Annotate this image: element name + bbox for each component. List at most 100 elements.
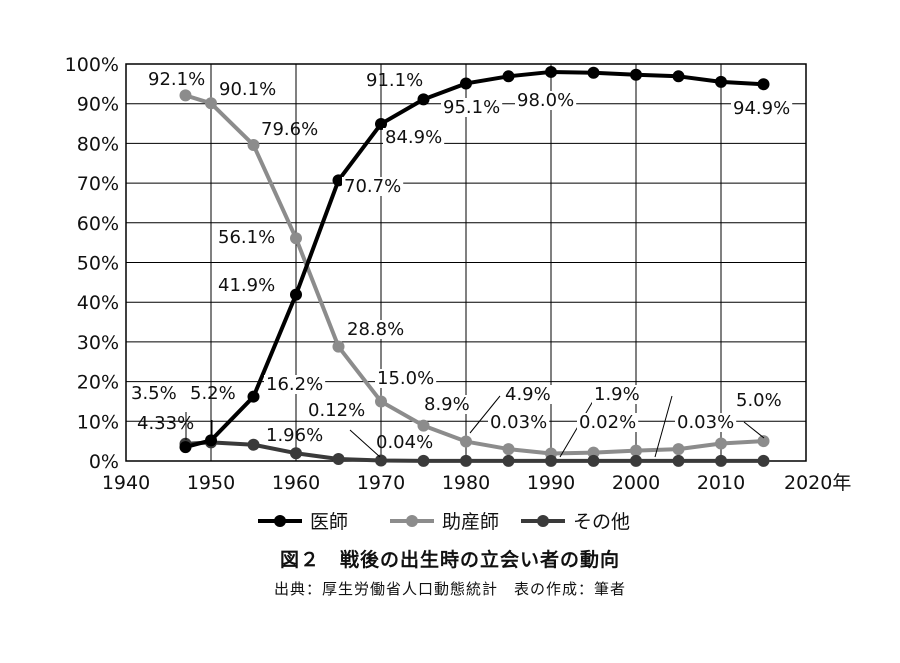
data-label: 0.03% (677, 412, 734, 433)
legend-marker (406, 515, 418, 527)
data-label: 70.7% (344, 176, 401, 197)
data-point (502, 70, 515, 83)
legend-label: 医師 (310, 511, 348, 533)
legend-label: 助産師 (442, 511, 499, 533)
legend-label: その他 (573, 511, 630, 533)
x-tick-label: 1990 (527, 472, 575, 494)
data-point (290, 447, 302, 460)
y-tick-label: 30% (77, 332, 119, 354)
data-point (290, 288, 302, 301)
data-label: 16.2% (266, 374, 323, 395)
data-label-background (675, 413, 737, 432)
data-label: 98.0% (517, 90, 574, 111)
data-label-background (383, 128, 445, 147)
chart-legend: 医師 助産師 その他 (258, 511, 630, 533)
data-label: 84.9% (385, 127, 442, 148)
data-label-background (422, 395, 472, 414)
x-tick-label: 2020年 (784, 472, 851, 494)
annotation-leader-line (469, 395, 501, 434)
data-label: 90.1% (219, 79, 276, 100)
data-label: 56.1% (218, 227, 275, 248)
data-label-background (264, 375, 326, 394)
data-point (630, 68, 642, 81)
y-tick-label: 100% (65, 54, 119, 76)
data-point (672, 70, 685, 83)
data-label-background (515, 91, 577, 110)
data-point (417, 93, 430, 106)
data-label-background (441, 98, 503, 117)
data-label: 8.9% (424, 394, 470, 415)
data-point (417, 419, 430, 432)
data-point (545, 454, 557, 467)
data-label: 92.1% (148, 69, 205, 90)
data-point (587, 446, 600, 459)
annotation-leader-line (654, 395, 673, 458)
data-label: 15.0% (377, 368, 434, 389)
x-tick-label: 1960 (272, 472, 320, 494)
x-tick-label: 2010 (697, 472, 745, 494)
x-tick-label: 1940 (102, 472, 150, 494)
data-label: 5.2% (190, 383, 236, 404)
data-point (630, 444, 642, 457)
y-tick-label: 20% (77, 372, 119, 394)
data-label: 95.1% (443, 97, 500, 118)
data-point (460, 77, 472, 90)
x-tick-label: 2000 (612, 472, 660, 494)
data-point (630, 454, 642, 467)
chart-series (179, 65, 770, 467)
data-point (375, 395, 387, 408)
y-tick-label: 10% (77, 411, 119, 433)
annotation-leader-line (349, 429, 381, 458)
data-label: 1.9% (594, 384, 640, 405)
data-label-background (345, 320, 407, 339)
y-tick-label: 70% (77, 173, 119, 195)
data-point (672, 454, 685, 467)
y-tick-label: 60% (77, 213, 119, 235)
data-label-background (592, 385, 642, 404)
data-label-background (342, 177, 404, 196)
chart-title: 図２ 戦後の出生時の立会い者の動向 (279, 549, 620, 571)
data-label: 3.5% (131, 383, 177, 404)
data-point (179, 441, 192, 454)
data-point (757, 78, 770, 91)
y-tick-label: 0% (89, 451, 119, 473)
data-point (715, 437, 727, 450)
data-label: 0.12% (308, 400, 365, 421)
data-label-background (488, 413, 550, 432)
data-label: 28.8% (347, 319, 404, 340)
legend-marker (274, 515, 286, 527)
data-label-background (217, 80, 279, 99)
data-point (587, 454, 600, 467)
data-point (672, 443, 685, 456)
data-label-background (503, 385, 553, 404)
y-tick-label: 90% (77, 94, 119, 116)
data-label: 94.9% (733, 98, 790, 119)
data-point (460, 454, 472, 467)
data-point (587, 66, 600, 79)
y-tick-label: 50% (77, 253, 119, 275)
data-label: 79.6% (261, 119, 318, 140)
data-label-background (375, 369, 437, 388)
data-point (715, 454, 727, 467)
data-point (417, 454, 430, 467)
data-point (757, 454, 770, 467)
chart-source-note: 出典：厚生労働省人口動態統計 表の作成：筆者 (273, 580, 626, 598)
data-label: 0.04% (376, 432, 433, 453)
y-tick-label: 40% (77, 292, 119, 314)
data-label-background (731, 99, 793, 118)
axis-tick-labels: 0% 10% 20% 30% 40% 50% 60% 70% 80% 90% 100% 1940 195… (65, 54, 852, 494)
x-tick-label: 1950 (187, 472, 235, 494)
data-point (502, 454, 515, 467)
data-label: 4.33% (137, 413, 194, 434)
data-label: 1.96% (266, 425, 323, 446)
data-point (290, 232, 302, 245)
data-label-background (577, 413, 639, 432)
data-labels: 92.1% 90.1% 79.6% 56.1% 41.9% 70.7% 28.8% 84.9%… (131, 69, 793, 453)
data-label: 5.0% (736, 390, 782, 411)
annotation-leaders (185, 395, 765, 458)
data-point (375, 454, 387, 467)
x-tick-label: 1970 (357, 472, 405, 494)
data-point (247, 438, 260, 451)
data-point (205, 434, 217, 447)
